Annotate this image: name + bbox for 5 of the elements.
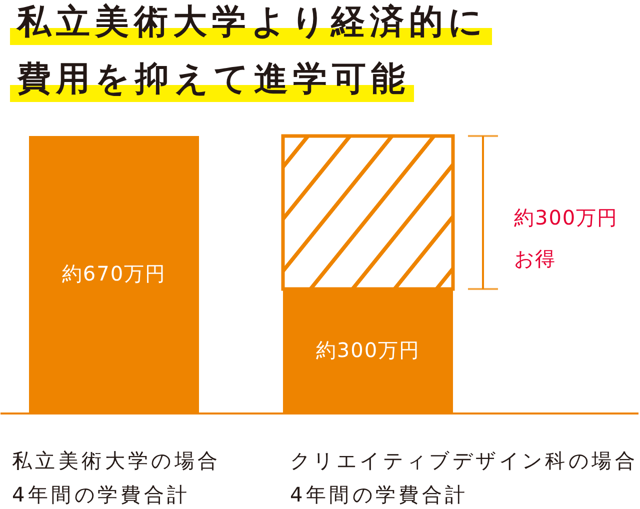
x-tick-label: 私立美術大学の場合 4年間の学費合計 [12,448,221,506]
annotation: 約300万円お得 [514,205,618,270]
data-label: 約300万円 [316,338,420,362]
data-label: 約670万円 [62,262,166,286]
x-tick-label: クリエイティブデザイン科の場合 4年間の学費合計 [290,448,638,506]
